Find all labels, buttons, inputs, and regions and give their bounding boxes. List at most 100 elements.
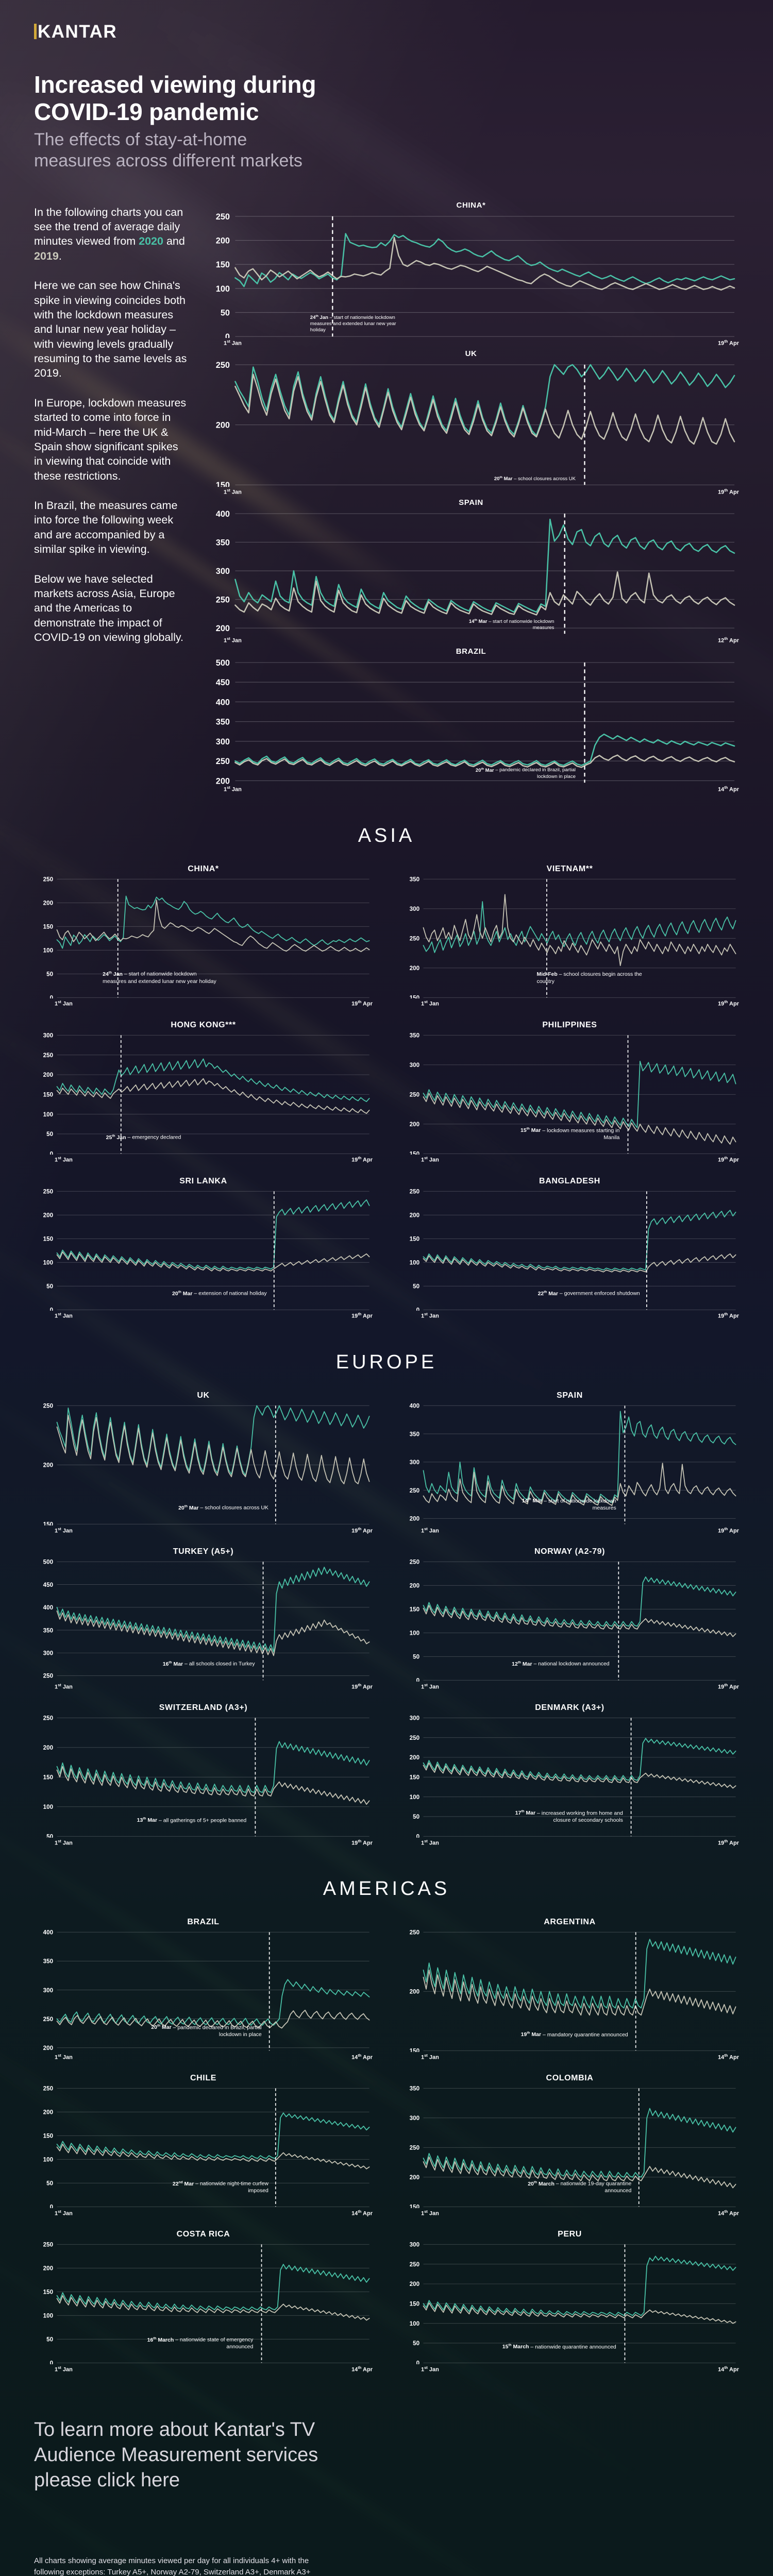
intro-p1-c: .	[58, 249, 62, 262]
chart-asia-philippines: PHILIPPINES 150 200 250 300 350 15th Mar – loc…	[400, 1021, 739, 1163]
series-line-2019	[423, 1253, 736, 1273]
x-label-end: 14th Apr	[718, 2209, 739, 2217]
series-line-2019	[234, 754, 735, 768]
y-tick-label: 100	[410, 1260, 419, 1266]
y-tick-label: 0	[50, 2360, 53, 2364]
chart-annotation: 20th Mar – pandemic declared in Brazil, …	[475, 767, 576, 779]
page-title: Increased viewing during COVID-19 pandem…	[34, 71, 395, 126]
cta-line3-link[interactable]: please click here	[34, 2469, 180, 2492]
chart-title: CHILE	[190, 2074, 216, 2083]
page-subtitle-line2: measures across different markets	[34, 151, 303, 171]
y-tick-label: 150	[43, 1091, 53, 1098]
y-tick-label: 150	[43, 1236, 53, 1243]
chart-asia-vietnam: VIETNAM** 150 200 250 300 350 Mid-Feb – school…	[400, 865, 739, 1007]
series-line-2020	[423, 1060, 736, 1128]
x-label-end: 19th Apr	[351, 999, 373, 1007]
page-title-line2: COVID-19 pandemic	[34, 98, 259, 126]
chart-svg: 150 200 250 300 350	[410, 1032, 736, 1155]
cta-block[interactable]: To learn more about Kantar's TV Audience…	[34, 2417, 739, 2494]
y-tick-label: 250	[216, 212, 230, 222]
y-tick-label: 250	[410, 1559, 419, 1566]
chart-title: PHILIPPINES	[542, 1020, 597, 1029]
y-tick-label: 200	[43, 1462, 53, 1469]
plot-area: 0 50 100 150 200 250 16th March – nationwide s…	[34, 2241, 373, 2364]
chart-asia-bangladesh: BANGLADESH 0 50 100 150 200 250 22th Mar – gove…	[400, 1177, 739, 1319]
y-tick-label: 300	[410, 1062, 419, 1069]
y-tick-label: 350	[43, 1958, 53, 1965]
intro-paragraph-3: In Europe, lockdown measures started to …	[34, 396, 187, 482]
plot-area: 150 200 250 300 350 20th March – nationwide 1…	[400, 2085, 739, 2208]
footnote-main-line2: following exceptions: Turkey A5+, Norway…	[34, 2568, 311, 2576]
intro-paragraph-2: Here we can see how China's spike in vie…	[34, 279, 187, 380]
y-tick-label: 50	[46, 1834, 53, 1838]
x-axis-labels: 1st Jan 19th Apr	[400, 1683, 739, 1690]
y-tick-label: 450	[43, 1582, 53, 1588]
y-tick-label: 0	[416, 1834, 419, 1838]
chart-am-colombia: COLOMBIA 150 200 250 300 350 20th March – nati…	[400, 2074, 739, 2216]
y-tick-label: 250	[410, 1487, 419, 1494]
chart-intro-brazil: BRAZIL 200 250 300 350 400 450 500 20th Mar – pa…	[203, 647, 739, 793]
y-tick-label: 250	[410, 2145, 419, 2151]
y-tick-label: 150	[410, 1150, 419, 1155]
chart-am-chile: CHILE 0 50 100 150 200 250 22nd Mar – nationwid…	[34, 2074, 373, 2216]
y-tick-label: 200	[410, 1754, 419, 1761]
x-axis-labels: 1st Jan 14th Apr	[203, 785, 739, 793]
x-label-start: 1st Jan	[224, 487, 242, 496]
series-line-2019	[423, 894, 736, 966]
chart-title: CHINA*	[188, 864, 219, 873]
x-axis-labels: 1st Jan 14th Apr	[400, 2365, 739, 2373]
y-tick-label: 200	[43, 1212, 53, 1219]
x-label-start: 1st Jan	[421, 1312, 439, 1320]
y-tick-label: 300	[410, 1715, 419, 1722]
plot-area: 150 200 250 300 350 15th Mar – lockdown measu…	[400, 1032, 739, 1155]
chart-title: UK	[197, 1391, 210, 1400]
intro-p1-a: In the following charts you can see the …	[34, 206, 183, 248]
y-tick-label: 200	[410, 965, 419, 972]
y-tick-label: 0	[225, 332, 230, 338]
x-label-start: 1st Jan	[421, 1682, 439, 1690]
x-label-start: 1st Jan	[421, 999, 439, 1007]
chart-annotation: 15th Mar – lockdown measures starting in…	[520, 1127, 620, 1141]
chart-eu-turkey: TURKEY (A5+) 250 300 350 400 450 500 16th Mar –…	[34, 1547, 373, 1690]
y-tick-label: 50	[46, 1131, 53, 1138]
y-tick-label: 250	[43, 1403, 53, 1410]
series-line-2019	[234, 236, 735, 291]
series-line-2020	[423, 1210, 736, 1270]
x-axis-labels: 1st Jan 19th Apr	[203, 339, 739, 347]
y-tick-label: 200	[410, 1516, 419, 1522]
chart-eu-spain: SPAIN 200 250 300 350 400 14th Mar – start of …	[400, 1391, 739, 1534]
y-tick-label: 250	[43, 1673, 53, 1680]
chart-annotation: 20th Mar – pandemic declared in Brazil, …	[151, 2024, 262, 2038]
x-label-start: 1st Jan	[421, 1838, 439, 1846]
series-line-2019	[423, 1093, 736, 1145]
section-heading-americas: AMERICAS	[323, 1878, 450, 1900]
y-tick-label: 100	[410, 1794, 419, 1801]
chart-eu-switzerland: SWITZERLAND (A3+) 50 100 150 200 250 13th Mar …	[34, 1703, 373, 1846]
plot-area: 150 200 250 20th Mar – school closures acro…	[203, 360, 739, 487]
chart-title: BANGLADESH	[539, 1177, 600, 1185]
x-axis-labels: 1st Jan 14th Apr	[34, 2209, 373, 2217]
chart-asia-china: CHINA* 0 50 100 150 200 250 24th Jan – start of…	[34, 865, 373, 1007]
y-tick-label: 150	[410, 1606, 419, 1613]
x-label-start: 1st Jan	[55, 999, 73, 1007]
y-tick-label: 250	[410, 2261, 419, 2268]
x-label-start: 1st Jan	[55, 2053, 73, 2061]
y-tick-label: 50	[46, 1283, 53, 1290]
y-tick-label: 300	[410, 1459, 419, 1466]
x-label-end: 14th Apr	[351, 2053, 373, 2061]
plot-area: 0 50 100 150 200 250 24th Jan – start of natio…	[34, 876, 373, 998]
x-label-end: 19th Apr	[718, 1838, 739, 1846]
x-axis-labels: 1st Jan 19th Apr	[34, 1527, 373, 1534]
x-axis-labels: 1st Jan 12th Apr	[203, 636, 739, 644]
series-line-2020	[56, 1741, 370, 1793]
plot-area: 200 250 300 350 400 20th Mar – pandemic decla…	[34, 1929, 373, 2052]
plot-area: 0 50 100 150 200 250 300 17th Mar – increased w…	[400, 1715, 739, 1838]
x-label-end: 19th Apr	[351, 1682, 373, 1690]
series-line-2020	[56, 1199, 370, 1270]
y-tick-label: 0	[416, 1677, 419, 1682]
y-tick-label: 100	[43, 2313, 53, 2319]
series-line-2019	[56, 2010, 370, 2029]
plot-area: 200 250 300 350 400 450 500 20th Mar – pandemic…	[203, 658, 739, 784]
chart-annotation: 20th Mar – school closures across UK	[178, 1504, 268, 1511]
chart-annotation: 24th Jan – start of nationwide lockdown …	[310, 314, 396, 333]
